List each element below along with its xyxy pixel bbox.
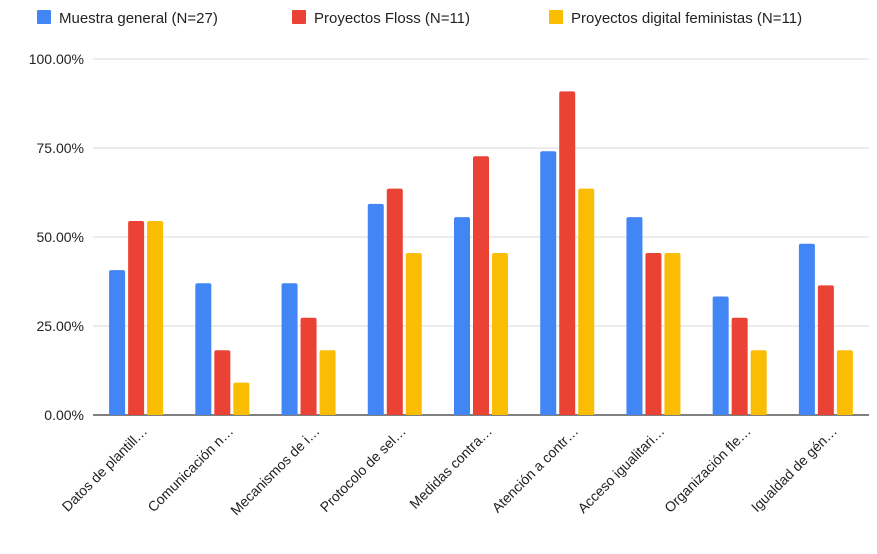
- x-tick-label: Protocolo de sel…: [317, 423, 409, 515]
- legend-item-2[interactable]: Proyectos Floss (N=11): [292, 10, 470, 27]
- legend-item-3[interactable]: Proyectos digital feministas (N=11): [549, 10, 802, 27]
- y-tick-label: 100.00%: [29, 51, 84, 67]
- bar-2-6[interactable]: [559, 91, 576, 416]
- x-tick-label: Medidas contra…: [406, 423, 495, 512]
- x-axis: Datos de plantill…Comunicación n…Mecanis…: [59, 423, 840, 518]
- bar-1-4[interactable]: [367, 203, 384, 415]
- bar-2-9[interactable]: [817, 285, 834, 415]
- legend-label-1: Muestra general (N=27): [59, 10, 218, 27]
- y-axis: 0.00% 25.00% 50.00% 75.00% 100.00%: [29, 51, 84, 423]
- bar-2-7[interactable]: [645, 253, 662, 415]
- legend-label-2: Proyectos Floss (N=11): [314, 10, 470, 27]
- bar-1-1[interactable]: [109, 270, 126, 415]
- y-tick-label: 50.00%: [37, 229, 84, 245]
- bar-2-2[interactable]: [214, 350, 231, 415]
- bar-group-6: [540, 91, 595, 416]
- bar-2-3[interactable]: [300, 317, 317, 415]
- bar-group-4: [367, 188, 422, 415]
- bar-group-7: [626, 217, 681, 415]
- x-tick-label: Mecanismos de i…: [227, 423, 322, 518]
- x-tick-label: Igualdad de gén…: [748, 423, 840, 515]
- legend-swatch-3: [549, 10, 563, 24]
- bar-3-5[interactable]: [492, 253, 508, 415]
- bar-1-6[interactable]: [540, 151, 557, 416]
- legend-label-3: Proyectos digital feministas (N=11): [571, 10, 802, 27]
- bar-group-3: [281, 283, 336, 415]
- y-tick-label: 75.00%: [37, 140, 84, 156]
- y-tick-label: 25.00%: [37, 318, 84, 334]
- legend-swatch-1: [37, 10, 51, 24]
- bar-3-7[interactable]: [664, 253, 681, 415]
- legend: Muestra general (N=27) Proyectos Floss (N…: [37, 10, 802, 27]
- bar-2-5[interactable]: [473, 156, 489, 416]
- bar-1-2[interactable]: [195, 283, 212, 415]
- bar-3-9[interactable]: [836, 350, 853, 415]
- x-tick-label: Acceso igualitari…: [574, 423, 667, 516]
- bar-3-1[interactable]: [147, 220, 164, 415]
- x-tick-label: Atención a contr…: [489, 423, 582, 516]
- bar-1-3[interactable]: [281, 283, 298, 415]
- bar-group-1: [109, 220, 164, 415]
- legend-swatch-2: [292, 10, 306, 24]
- bar-group-8: [712, 296, 767, 415]
- bar-2-1[interactable]: [128, 220, 145, 415]
- bar-3-6[interactable]: [578, 188, 595, 415]
- bar-group-9: [798, 243, 853, 415]
- bar-1-9[interactable]: [798, 243, 815, 415]
- bar-1-5[interactable]: [454, 217, 470, 415]
- x-tick-label: Comunicación n…: [144, 423, 236, 515]
- x-tick-label: Organización fle…: [661, 423, 754, 516]
- bar-group-5: [454, 156, 508, 416]
- bar-2-8[interactable]: [731, 317, 748, 415]
- bar-1-7[interactable]: [626, 217, 643, 415]
- bar-3-2[interactable]: [233, 382, 250, 415]
- bar-2-4[interactable]: [386, 188, 403, 415]
- bar-3-3[interactable]: [319, 350, 336, 415]
- bar-1-8[interactable]: [712, 296, 729, 415]
- bar-3-4[interactable]: [405, 253, 422, 415]
- y-tick-label: 0.00%: [44, 407, 84, 423]
- bar-group-2: [195, 283, 250, 415]
- x-tick-label: Datos de plantill…: [59, 423, 151, 515]
- bars: [109, 91, 853, 416]
- legend-item-1[interactable]: Muestra general (N=27): [37, 10, 218, 27]
- bar-3-8[interactable]: [750, 350, 767, 415]
